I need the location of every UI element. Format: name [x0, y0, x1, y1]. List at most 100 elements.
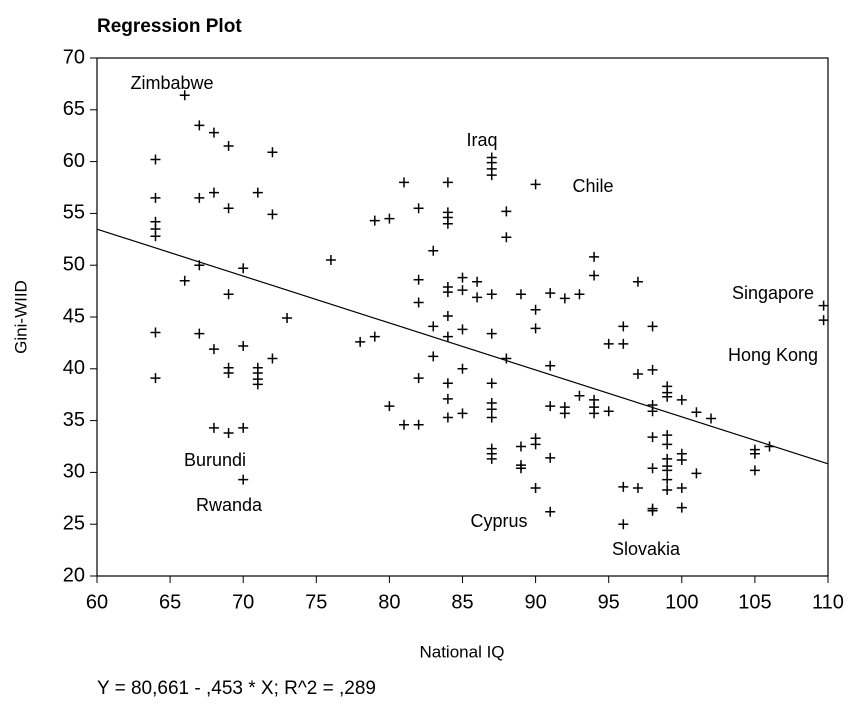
point	[223, 141, 234, 152]
chart-title: Regression Plot	[97, 16, 242, 37]
point	[647, 432, 658, 443]
point	[442, 287, 453, 298]
point	[267, 209, 278, 220]
point	[457, 272, 468, 283]
point	[486, 412, 497, 423]
point	[150, 327, 161, 338]
point	[150, 373, 161, 384]
point	[223, 203, 234, 214]
point	[662, 474, 673, 485]
point	[384, 213, 395, 224]
x-axis-label: National IQ	[419, 642, 504, 661]
y-tick-label: 60	[63, 150, 85, 172]
point	[150, 231, 161, 242]
y-tick-label: 25	[63, 512, 85, 534]
point	[486, 453, 497, 464]
point	[413, 274, 424, 285]
point	[223, 428, 234, 439]
point	[238, 341, 249, 352]
point	[559, 293, 570, 304]
annotation: Chile	[572, 176, 613, 196]
point	[399, 177, 410, 188]
annotation: Burundi	[184, 450, 246, 470]
point	[618, 519, 629, 530]
point	[589, 270, 600, 281]
point	[691, 468, 702, 479]
annotation: Iraq	[466, 130, 497, 150]
point	[647, 505, 658, 516]
point	[486, 289, 497, 300]
point	[413, 373, 424, 384]
point	[442, 177, 453, 188]
point	[501, 232, 512, 243]
point	[252, 187, 263, 198]
point	[676, 394, 687, 405]
point	[486, 170, 497, 181]
point	[764, 441, 775, 452]
point	[428, 351, 439, 362]
point	[267, 353, 278, 364]
x-tick-label: 60	[86, 591, 108, 613]
point	[647, 321, 658, 332]
x-tick-label: 95	[598, 591, 620, 613]
point	[632, 276, 643, 287]
point	[662, 430, 673, 441]
point	[545, 506, 556, 517]
point	[208, 422, 219, 433]
point	[194, 260, 205, 271]
regression-line	[96, 228, 829, 465]
point	[428, 321, 439, 332]
x-tick-label: 85	[451, 591, 473, 613]
point	[457, 285, 468, 296]
point	[428, 245, 439, 256]
point	[194, 328, 205, 339]
point	[818, 300, 829, 311]
point	[282, 313, 293, 324]
annotation: Singapore	[732, 283, 814, 303]
point	[223, 367, 234, 378]
point	[662, 439, 673, 450]
x-tick-label: 100	[665, 591, 698, 613]
point	[355, 336, 366, 347]
point	[442, 412, 453, 423]
point	[457, 408, 468, 419]
point	[413, 419, 424, 430]
point	[238, 263, 249, 274]
point	[530, 482, 541, 493]
point	[179, 275, 190, 286]
point	[369, 215, 380, 226]
point	[647, 463, 658, 474]
point	[238, 422, 249, 433]
point	[457, 324, 468, 335]
y-axis-label: Gini-WIID	[11, 280, 30, 354]
point	[530, 323, 541, 334]
point	[501, 353, 512, 364]
point	[223, 289, 234, 300]
point	[194, 120, 205, 131]
point	[442, 378, 453, 389]
y-tick-label: 55	[63, 202, 85, 224]
x-tick-label: 110	[812, 591, 844, 613]
y-tick-label: 45	[63, 305, 85, 327]
y-tick-label: 50	[63, 253, 85, 275]
point	[150, 154, 161, 165]
point	[545, 401, 556, 412]
point	[662, 391, 673, 402]
x-tick-label: 90	[524, 591, 546, 613]
equation: Y = 80,661 - ,453 * X; R^2 = ,289	[97, 678, 376, 699]
point	[706, 413, 717, 424]
point	[457, 363, 468, 374]
point	[413, 297, 424, 308]
point	[662, 465, 673, 476]
point	[632, 368, 643, 379]
point	[749, 448, 760, 459]
point	[252, 379, 263, 390]
point	[238, 474, 249, 485]
point	[515, 463, 526, 474]
point	[442, 218, 453, 229]
point	[818, 315, 829, 326]
point	[399, 419, 410, 430]
point	[486, 378, 497, 389]
point	[442, 393, 453, 404]
